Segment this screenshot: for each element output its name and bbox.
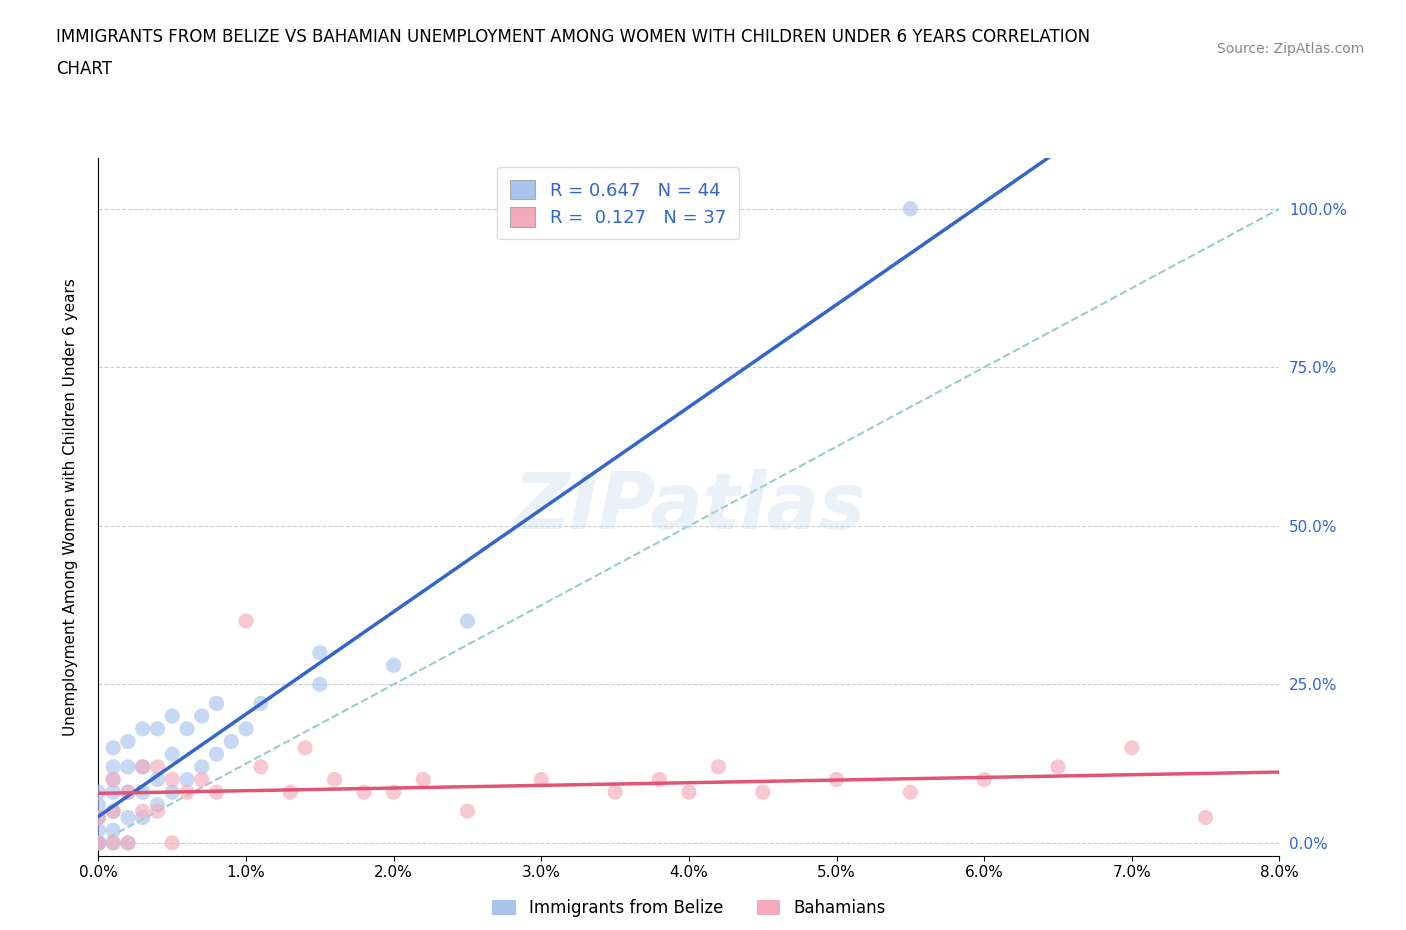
Point xyxy=(308,677,332,692)
Point xyxy=(103,740,125,755)
Point xyxy=(162,835,183,850)
Text: ZIPatlas: ZIPatlas xyxy=(513,469,865,545)
Point xyxy=(132,785,155,800)
Point xyxy=(751,785,773,800)
Point xyxy=(456,614,478,629)
Point xyxy=(176,722,198,737)
Point xyxy=(353,785,375,800)
Point xyxy=(146,760,169,775)
Point xyxy=(132,760,155,775)
Point xyxy=(707,760,730,775)
Point xyxy=(176,785,198,800)
Point xyxy=(162,785,183,800)
Point xyxy=(117,734,139,749)
Text: CHART: CHART xyxy=(56,60,112,78)
Point xyxy=(250,760,273,775)
Point xyxy=(235,722,257,737)
Point xyxy=(87,835,110,850)
Point xyxy=(117,785,139,800)
Point xyxy=(294,740,316,755)
Point xyxy=(132,760,155,775)
Point xyxy=(219,734,242,749)
Point xyxy=(87,797,110,812)
Point xyxy=(900,785,922,800)
Point xyxy=(103,760,125,775)
Point xyxy=(162,709,183,724)
Point xyxy=(162,747,183,762)
Point xyxy=(456,804,478,818)
Point xyxy=(87,810,110,825)
Point xyxy=(117,835,139,850)
Point xyxy=(162,772,183,787)
Point xyxy=(605,785,627,800)
Point xyxy=(973,772,995,787)
Point xyxy=(146,772,169,787)
Point xyxy=(1046,760,1069,775)
Point xyxy=(205,696,228,711)
Point xyxy=(103,804,125,818)
Point xyxy=(205,785,228,800)
Point xyxy=(205,747,228,762)
Point xyxy=(323,772,346,787)
Point xyxy=(648,772,671,787)
Point xyxy=(278,785,302,800)
Point xyxy=(1121,740,1143,755)
Point xyxy=(191,709,214,724)
Point xyxy=(117,835,139,850)
Point xyxy=(87,835,110,850)
Point xyxy=(900,202,922,217)
Point xyxy=(117,760,139,775)
Point xyxy=(87,823,110,838)
Y-axis label: Unemployment Among Women with Children Under 6 years: Unemployment Among Women with Children U… xyxy=(63,278,77,736)
Point xyxy=(87,785,110,800)
Point xyxy=(103,835,125,850)
Point xyxy=(382,785,405,800)
Point xyxy=(825,772,848,787)
Point xyxy=(412,772,434,787)
Point xyxy=(191,760,214,775)
Point xyxy=(103,785,125,800)
Point xyxy=(117,785,139,800)
Point xyxy=(117,810,139,825)
Point xyxy=(678,785,700,800)
Point xyxy=(103,772,125,787)
Point xyxy=(103,804,125,818)
Text: Source: ZipAtlas.com: Source: ZipAtlas.com xyxy=(1216,42,1364,56)
Legend: Immigrants from Belize, Bahamians: Immigrants from Belize, Bahamians xyxy=(485,893,893,924)
Point xyxy=(103,835,125,850)
Point xyxy=(308,645,332,660)
Point xyxy=(176,772,198,787)
Point xyxy=(191,772,214,787)
Point xyxy=(235,614,257,629)
Point xyxy=(382,658,405,672)
Point xyxy=(103,772,125,787)
Text: IMMIGRANTS FROM BELIZE VS BAHAMIAN UNEMPLOYMENT AMONG WOMEN WITH CHILDREN UNDER : IMMIGRANTS FROM BELIZE VS BAHAMIAN UNEMP… xyxy=(56,28,1091,46)
Point xyxy=(87,835,110,850)
Point xyxy=(132,722,155,737)
Point xyxy=(87,810,110,825)
Point xyxy=(146,804,169,818)
Point xyxy=(1194,810,1216,825)
Point xyxy=(103,823,125,838)
Point xyxy=(146,722,169,737)
Point xyxy=(250,696,273,711)
Point xyxy=(132,804,155,818)
Point xyxy=(87,835,110,850)
Point xyxy=(87,835,110,850)
Point xyxy=(530,772,553,787)
Point xyxy=(146,797,169,812)
Point xyxy=(132,810,155,825)
